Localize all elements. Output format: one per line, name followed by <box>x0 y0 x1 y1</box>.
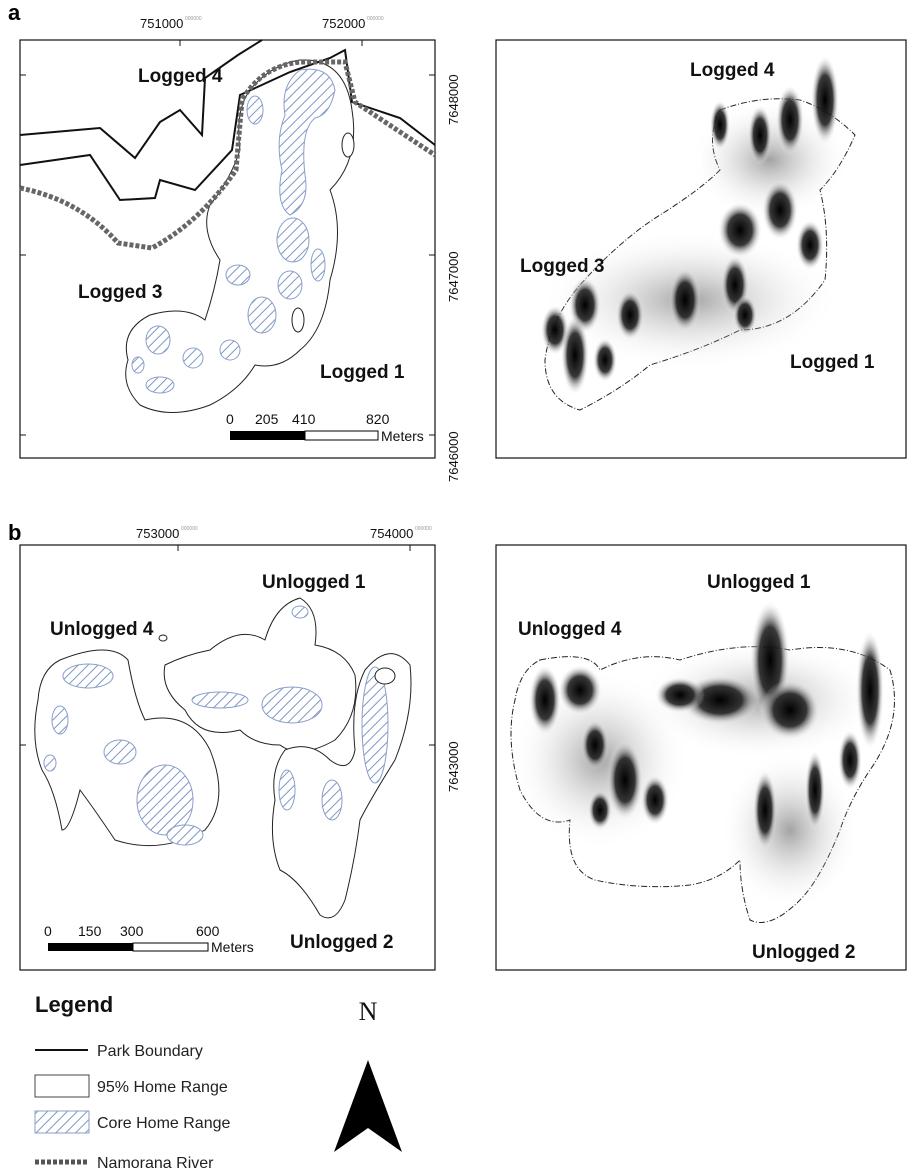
area-label: Unlogged 4 <box>518 619 622 640</box>
scale-bar <box>48 943 208 951</box>
north-label: N <box>359 997 378 1026</box>
legend-label: Park Boundary <box>97 1043 203 1060</box>
area-label: Unlogged 1 <box>262 572 366 593</box>
y-coord: 7648000 <box>446 74 461 125</box>
area-label: Unlogged 1 <box>707 572 811 593</box>
figure: a 751000 000000 752000 000000 7648000 76… <box>0 0 909 1172</box>
area-label: Logged 4 <box>138 66 223 87</box>
scale-label: 410 <box>292 411 316 427</box>
scale-label: 0 <box>226 411 234 427</box>
legend-symbol <box>35 1075 89 1097</box>
area-label: Logged 4 <box>690 60 775 81</box>
coord-suffix: 000000 <box>415 526 432 532</box>
area-label: Logged 3 <box>520 256 604 277</box>
scale-label: 820 <box>366 411 390 427</box>
legend-symbol <box>35 1111 89 1133</box>
y-coord: 7643000 <box>446 741 461 792</box>
scale-label: 205 <box>255 411 279 427</box>
scale-unit: Meters <box>381 428 424 444</box>
scale-unit: Meters <box>211 939 254 955</box>
coord-suffix: 000000 <box>181 526 198 532</box>
area-label: Unlogged 4 <box>50 619 154 640</box>
scale-label: 600 <box>196 923 220 939</box>
coord-suffix: 000000 <box>185 16 202 22</box>
y-coord: 7647000 <box>446 251 461 302</box>
legend-label: Core Home Range <box>97 1115 231 1132</box>
area-label: Unlogged 2 <box>752 942 855 963</box>
y-coord: 7646000 <box>446 431 461 482</box>
area-label: Logged 3 <box>78 282 162 303</box>
x-coord: 754000 <box>370 526 413 541</box>
area-label: Logged 1 <box>790 352 875 373</box>
coord-suffix: 000000 <box>367 16 384 22</box>
scale-label: 300 <box>120 923 144 939</box>
x-coord: 752000 <box>322 16 365 31</box>
scale-label: 150 <box>78 923 102 939</box>
north-arrow <box>334 1060 402 1152</box>
legend-title: Legend <box>35 992 113 1017</box>
x-coord: 753000 <box>136 526 179 541</box>
area-label: Unlogged 2 <box>290 932 393 953</box>
x-coord: 751000 <box>140 16 183 31</box>
legend-label: 95% Home Range <box>97 1079 228 1096</box>
legend-label: Namorana River <box>97 1155 214 1172</box>
area-label: Logged 1 <box>320 362 405 383</box>
scale-label: 0 <box>44 923 52 939</box>
scale-bar <box>230 431 378 440</box>
panel-label: b <box>8 520 21 545</box>
panel-label: a <box>8 0 21 25</box>
